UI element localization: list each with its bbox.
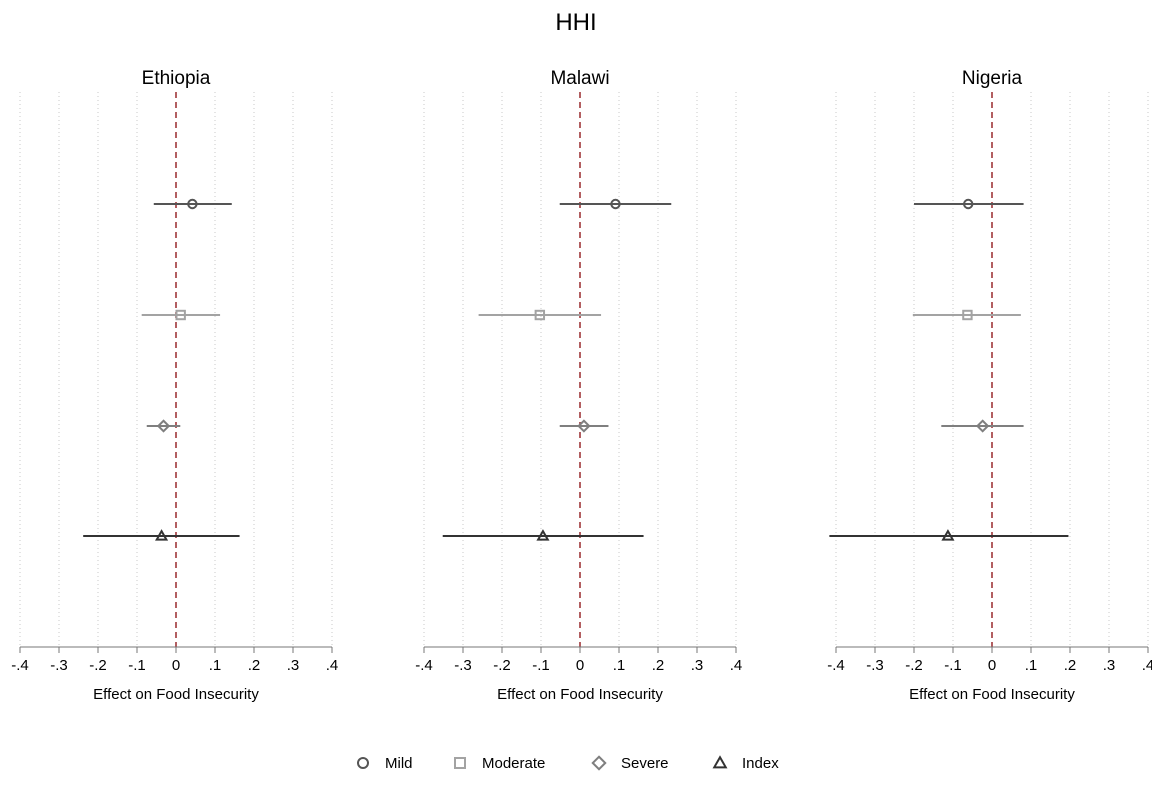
x-tick-label: .3 <box>1103 657 1116 674</box>
point-moderate <box>534 309 546 321</box>
x-tick-label: -.2 <box>89 657 107 674</box>
point-severe <box>156 419 171 433</box>
x-tick-label: .2 <box>1064 657 1077 674</box>
series-mild <box>914 198 1024 210</box>
series-moderate <box>141 309 221 321</box>
series-mild <box>153 198 232 210</box>
point-moderate <box>175 309 186 321</box>
panel-malawi: Malawi -.4 -.3 -.2 -.1 0 .1 .2 .3 .4 Effect on Foo… <box>415 68 742 703</box>
x-tick-label: .4 <box>1142 657 1152 674</box>
series-index <box>83 529 240 541</box>
diamond-marker-icon <box>591 755 607 771</box>
triangle-marker-icon <box>712 755 728 769</box>
x-tick-label: -.2 <box>493 657 511 674</box>
panel-title: Malawi <box>550 68 609 89</box>
x-tick-label: .4 <box>730 657 743 674</box>
x-tick-label: .3 <box>691 657 704 674</box>
legend-item-moderate: Moderate <box>454 755 545 772</box>
legend-item-severe: Severe <box>591 755 669 772</box>
x-tick-label: .3 <box>287 657 300 674</box>
series-index <box>442 529 644 541</box>
panel-ethiopia: Ethiopia -.4 -.3 -.2 -.1 0 .1 .2 .3 .4 Effect on F… <box>11 68 338 703</box>
x-tick-label: -.1 <box>532 657 550 674</box>
point-mild <box>963 198 974 210</box>
point-severe <box>975 419 990 433</box>
x-tick-label: -.4 <box>415 657 433 674</box>
x-tick-label: 0 <box>988 657 996 674</box>
x-tick-label: .2 <box>652 657 665 674</box>
series-moderate <box>912 309 1021 321</box>
series-moderate <box>478 309 602 321</box>
x-tick-label: .1 <box>1025 657 1038 674</box>
chart-title: HHI <box>555 9 596 36</box>
x-tick-label: -.1 <box>944 657 962 674</box>
series-severe <box>941 419 1024 433</box>
panel-title: Ethiopia <box>142 68 211 89</box>
x-axis-label: Effect on Food Insecurity <box>497 686 663 703</box>
point-severe <box>577 419 591 433</box>
panel-title: Nigeria <box>962 68 1023 89</box>
x-tick-label: -.3 <box>866 657 884 674</box>
point-mild <box>187 198 198 210</box>
series-severe <box>146 419 181 433</box>
legend-label: Index <box>742 755 779 772</box>
point-index <box>536 529 550 541</box>
x-tick-label: .2 <box>248 657 261 674</box>
x-tick-label: .4 <box>326 657 339 674</box>
x-tick-label: .1 <box>209 657 222 674</box>
panel-nigeria: Nigeria -.4 -.3 -.2 -.1 0 .1 .2 .3 .4 Effect on Fo… <box>827 68 1152 703</box>
legend-item-mild: Mild <box>357 755 413 772</box>
x-tick-label: -.1 <box>128 657 146 674</box>
x-tick-label: -.3 <box>454 657 472 674</box>
x-tick-label: -.4 <box>827 657 845 674</box>
point-moderate <box>962 309 973 321</box>
square-marker-icon <box>454 757 466 769</box>
series-index <box>829 529 1069 541</box>
circle-marker-icon <box>357 757 369 769</box>
x-tick-label: 0 <box>576 657 584 674</box>
legend-item-index: Index <box>712 755 779 772</box>
x-tick-label: -.3 <box>50 657 68 674</box>
point-index <box>941 529 955 541</box>
x-tick-label: -.2 <box>905 657 923 674</box>
legend-label: Severe <box>621 755 669 772</box>
x-axis-label: Effect on Food Insecurity <box>909 686 1075 703</box>
legend: Mild Moderate Severe Index <box>357 755 779 772</box>
point-index <box>155 529 169 541</box>
x-tick-label: -.4 <box>11 657 29 674</box>
series-severe <box>559 419 609 433</box>
x-axis-label: Effect on Food Insecurity <box>93 686 259 703</box>
panels-group: Ethiopia -.4 -.3 -.2 -.1 0 .1 .2 .3 .4 Effect on F… <box>11 68 1152 703</box>
series-mild <box>559 198 672 210</box>
point-mild <box>610 198 621 210</box>
x-tick-label: 0 <box>172 657 180 674</box>
legend-label: Moderate <box>482 755 545 772</box>
x-tick-label: .1 <box>613 657 626 674</box>
legend-label: Mild <box>385 755 413 772</box>
